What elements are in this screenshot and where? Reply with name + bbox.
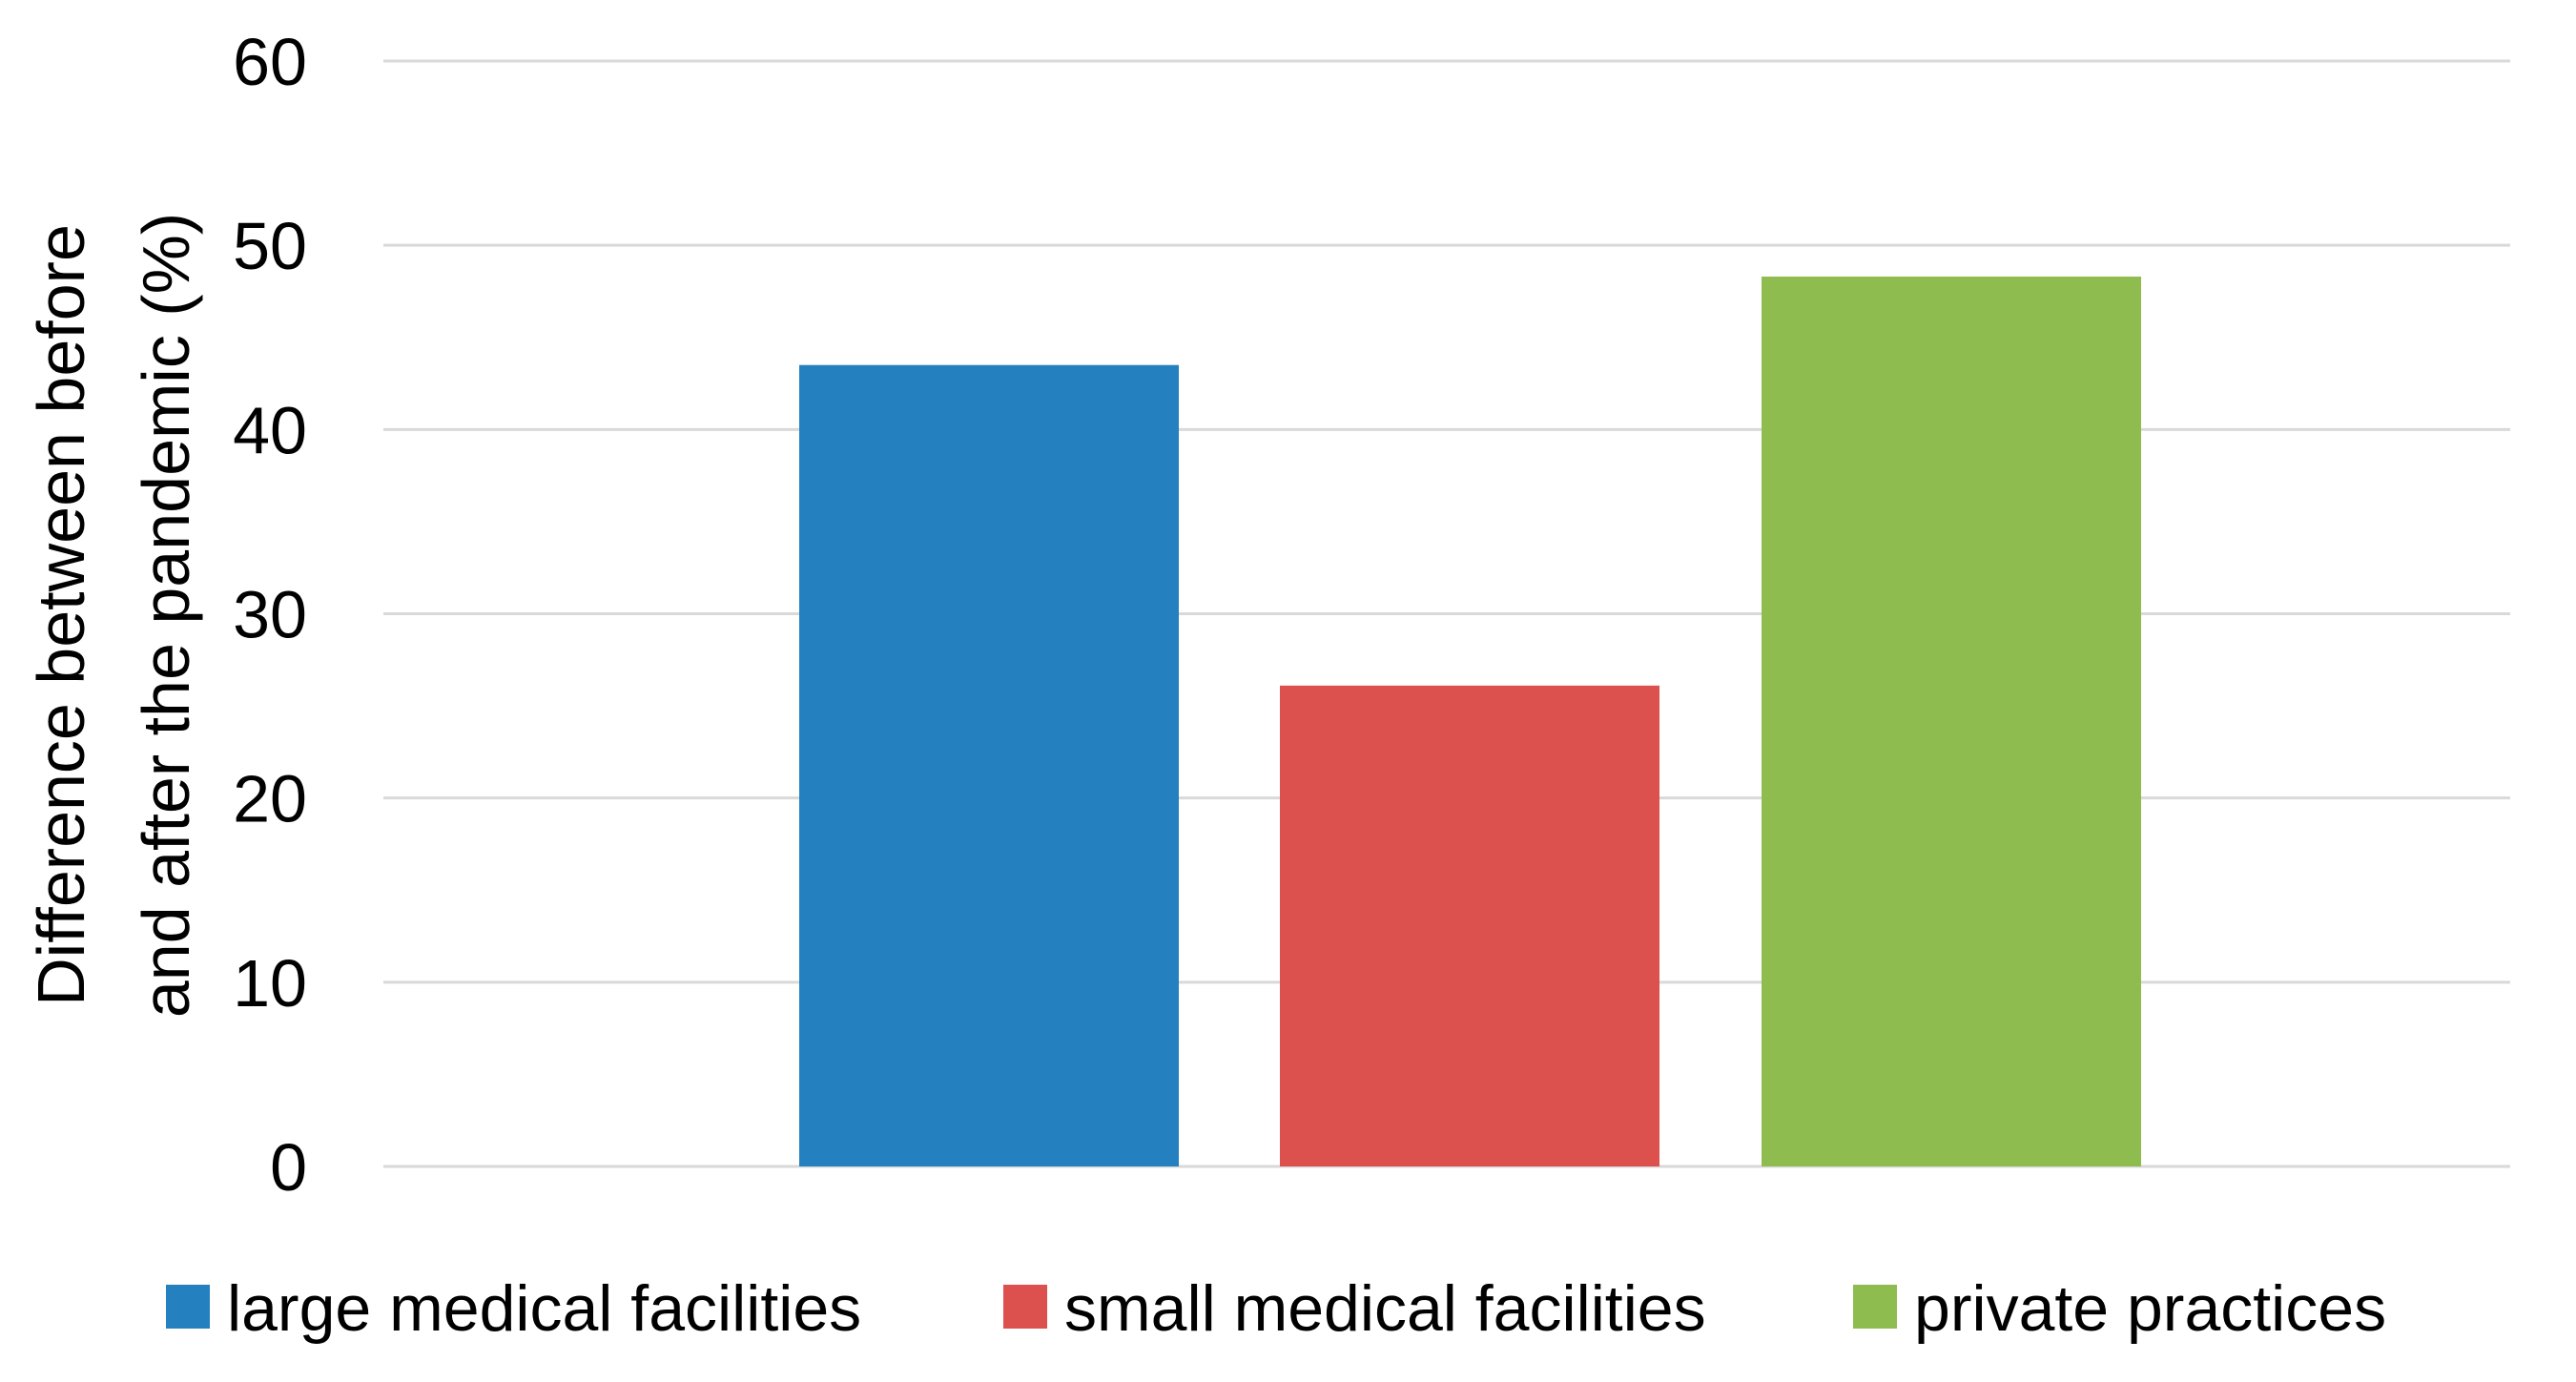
legend-swatch-large-medical-facilities — [166, 1285, 210, 1329]
y-tick-label-50: 50 — [233, 209, 307, 283]
y-tick-label-10: 10 — [233, 946, 307, 1021]
legend-swatch-private-practices — [1853, 1285, 1897, 1329]
bar-private-practices — [1762, 277, 2141, 1166]
y-tick-label-60: 60 — [233, 25, 307, 99]
y-tick-label-0: 0 — [270, 1130, 307, 1205]
y-tick-label-40: 40 — [233, 393, 307, 467]
legend: large medical facilities small medical fa… — [166, 1272, 2386, 1345]
legend-label-large-medical-facilities: large medical facilities — [227, 1272, 861, 1345]
legend-label-small-medical-facilities: small medical facilities — [1064, 1272, 1706, 1345]
legend-swatch-small-medical-facilities — [1003, 1285, 1047, 1329]
bar-small-medical-facilities — [1280, 685, 1659, 1166]
y-tick-label-30: 30 — [233, 578, 307, 652]
y-axis-title-line-2: and after the pandemic (%) — [129, 213, 203, 1018]
y-axis-title-line-1: Difference between before — [24, 224, 98, 1006]
y-axis-title: Difference between before and after the … — [24, 213, 203, 1018]
legend-label-private-practices: private practices — [1914, 1272, 2386, 1345]
y-axis-ticks: 0 10 20 30 40 50 60 — [233, 25, 307, 1205]
y-tick-label-20: 20 — [233, 762, 307, 836]
bar-large-medical-facilities — [799, 364, 1179, 1167]
bars — [799, 277, 2141, 1167]
